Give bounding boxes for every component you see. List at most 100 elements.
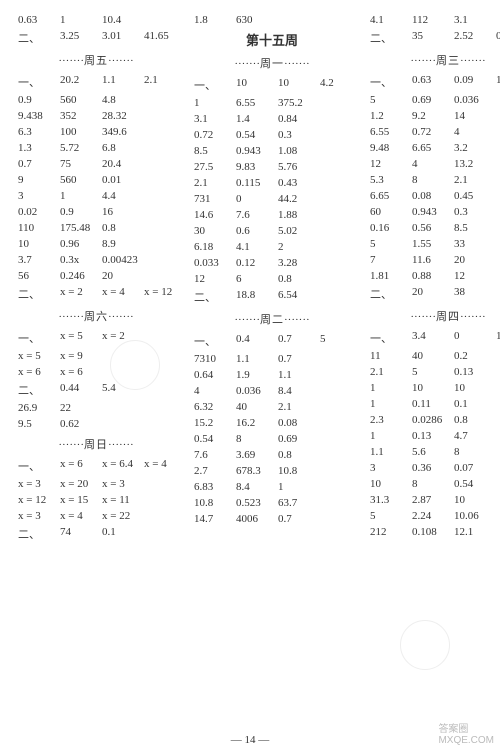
cell: 0.0286 xyxy=(412,414,448,426)
cell: 6.83 xyxy=(194,481,230,493)
cell: 3.2 xyxy=(454,142,490,154)
cell: 8 xyxy=(454,446,490,458)
cell: x = 5 xyxy=(18,350,54,362)
cell: 10.8 xyxy=(278,465,314,477)
section-label: 一、 xyxy=(18,458,54,474)
cell: 27.5 xyxy=(194,161,230,173)
data-row: 0.020.916 xyxy=(12,206,180,218)
cell: 4.1 xyxy=(236,241,272,253)
data-row: 9.486.653.2 xyxy=(364,142,500,154)
data-row: 6.550.724 xyxy=(364,126,500,138)
cell: 33 xyxy=(454,238,490,250)
cell: 5.4 xyxy=(102,382,138,398)
cell: x = 2 xyxy=(60,286,96,302)
cell: 38 xyxy=(454,286,490,302)
cell: 11.6 xyxy=(412,254,448,266)
day-header: 周日 xyxy=(12,436,180,452)
data-row: 731044.2 xyxy=(188,193,356,205)
data-row: 31.32.8710 xyxy=(364,494,500,506)
page-number-value: 14 xyxy=(245,734,256,746)
cell: x = 11 xyxy=(102,494,138,506)
cell: 560 xyxy=(60,94,96,106)
cell: 0.02 xyxy=(18,206,54,218)
cell: 0.44 xyxy=(60,382,96,398)
data-row: 一、0.630.091 xyxy=(364,74,500,90)
cell: 56 xyxy=(18,270,54,282)
cell: 0.07 xyxy=(454,462,490,474)
cell: 3.01 xyxy=(102,30,138,46)
cell: 6.55 xyxy=(370,126,406,138)
data-row: x = 12x = 15x = 11 xyxy=(12,494,180,506)
cell: x = 6 xyxy=(18,366,54,378)
cell: 110 xyxy=(18,222,54,234)
cell: x = 3 xyxy=(102,478,138,490)
cell: 0.01 xyxy=(102,174,138,186)
cell: 2.1 xyxy=(144,74,180,90)
cell: 13.2 xyxy=(454,158,490,170)
cell: 7 xyxy=(370,254,406,266)
cell: 10 xyxy=(278,77,314,93)
cell: 5 xyxy=(370,510,406,522)
section-label: 二、 xyxy=(18,526,54,542)
cell: 1 xyxy=(278,481,314,493)
cell: 0.72 xyxy=(412,126,448,138)
data-row: 一、0.40.75 xyxy=(188,333,356,349)
cell: 0.8 xyxy=(496,30,500,46)
data-row: 560.24620 xyxy=(12,270,180,282)
section-label: 一、 xyxy=(194,333,230,349)
cell: 5 xyxy=(370,238,406,250)
cell: 7310 xyxy=(194,353,230,365)
cell: 0.108 xyxy=(412,526,448,538)
data-row: 600.9430.3 xyxy=(364,206,500,218)
cell: 3 xyxy=(18,190,54,202)
data-row: 100.968.9 xyxy=(12,238,180,250)
section-label: 一、 xyxy=(194,77,230,93)
cell: 0.63 xyxy=(18,14,54,26)
cell: x = 6 xyxy=(60,366,96,378)
cell: 1.9 xyxy=(236,369,272,381)
cell: 5 xyxy=(370,94,406,106)
cell: 0.036 xyxy=(454,94,490,106)
cell: 9.48 xyxy=(370,142,406,154)
data-row: 6.32402.1 xyxy=(188,401,356,413)
data-row: 2.30.02860.8 xyxy=(364,414,500,426)
cell: 0.7 xyxy=(278,353,314,365)
day-header: 周一 xyxy=(188,55,356,71)
cell: 6.54 xyxy=(278,289,314,305)
cell: 6.18 xyxy=(194,241,230,253)
data-row: 110175.480.8 xyxy=(12,222,180,234)
cell: 8.5 xyxy=(454,222,490,234)
data-row: 2.150.13 xyxy=(364,366,500,378)
cell: 0.69 xyxy=(412,94,448,106)
cell: 0.64 xyxy=(194,369,230,381)
cell: 6 xyxy=(236,273,272,285)
data-row: 51.5533 xyxy=(364,238,500,250)
cell: x = 4 xyxy=(102,286,138,302)
cell: 4 xyxy=(412,158,448,170)
cell: 0.54 xyxy=(194,433,230,445)
cell: 6.32 xyxy=(194,401,230,413)
cell: 1 xyxy=(60,190,96,202)
cell: 5.6 xyxy=(412,446,448,458)
cell: 40 xyxy=(412,350,448,362)
cell: 0.033 xyxy=(194,257,230,269)
data-row: 11010 xyxy=(364,382,500,394)
data-row: 6.3100349.6 xyxy=(12,126,180,138)
data-row: 30.360.07 xyxy=(364,462,500,474)
data-row: x = 3x = 20x = 3 xyxy=(12,478,180,490)
cell: 5 xyxy=(412,366,448,378)
cell: 349.6 xyxy=(102,126,138,138)
cell: 9.5 xyxy=(18,418,54,430)
section-label: 一、 xyxy=(370,74,406,90)
cell: 4.1 xyxy=(370,14,406,26)
cell: 0.943 xyxy=(412,206,448,218)
data-row: 一、x = 5x = 2 xyxy=(12,330,180,346)
column-1: 0.63110.4 二、3.253.0141.65 周五 一、20.21.12.… xyxy=(8,10,184,748)
cell: x = 12 xyxy=(18,494,54,506)
cell: 2.1 xyxy=(278,401,314,413)
cell: 7.6 xyxy=(236,209,272,221)
cell: x = 5 xyxy=(60,330,96,346)
cell: 1 xyxy=(370,382,406,394)
data-row: 16.55375.2 xyxy=(188,97,356,109)
cell: 0.09 xyxy=(454,74,490,90)
